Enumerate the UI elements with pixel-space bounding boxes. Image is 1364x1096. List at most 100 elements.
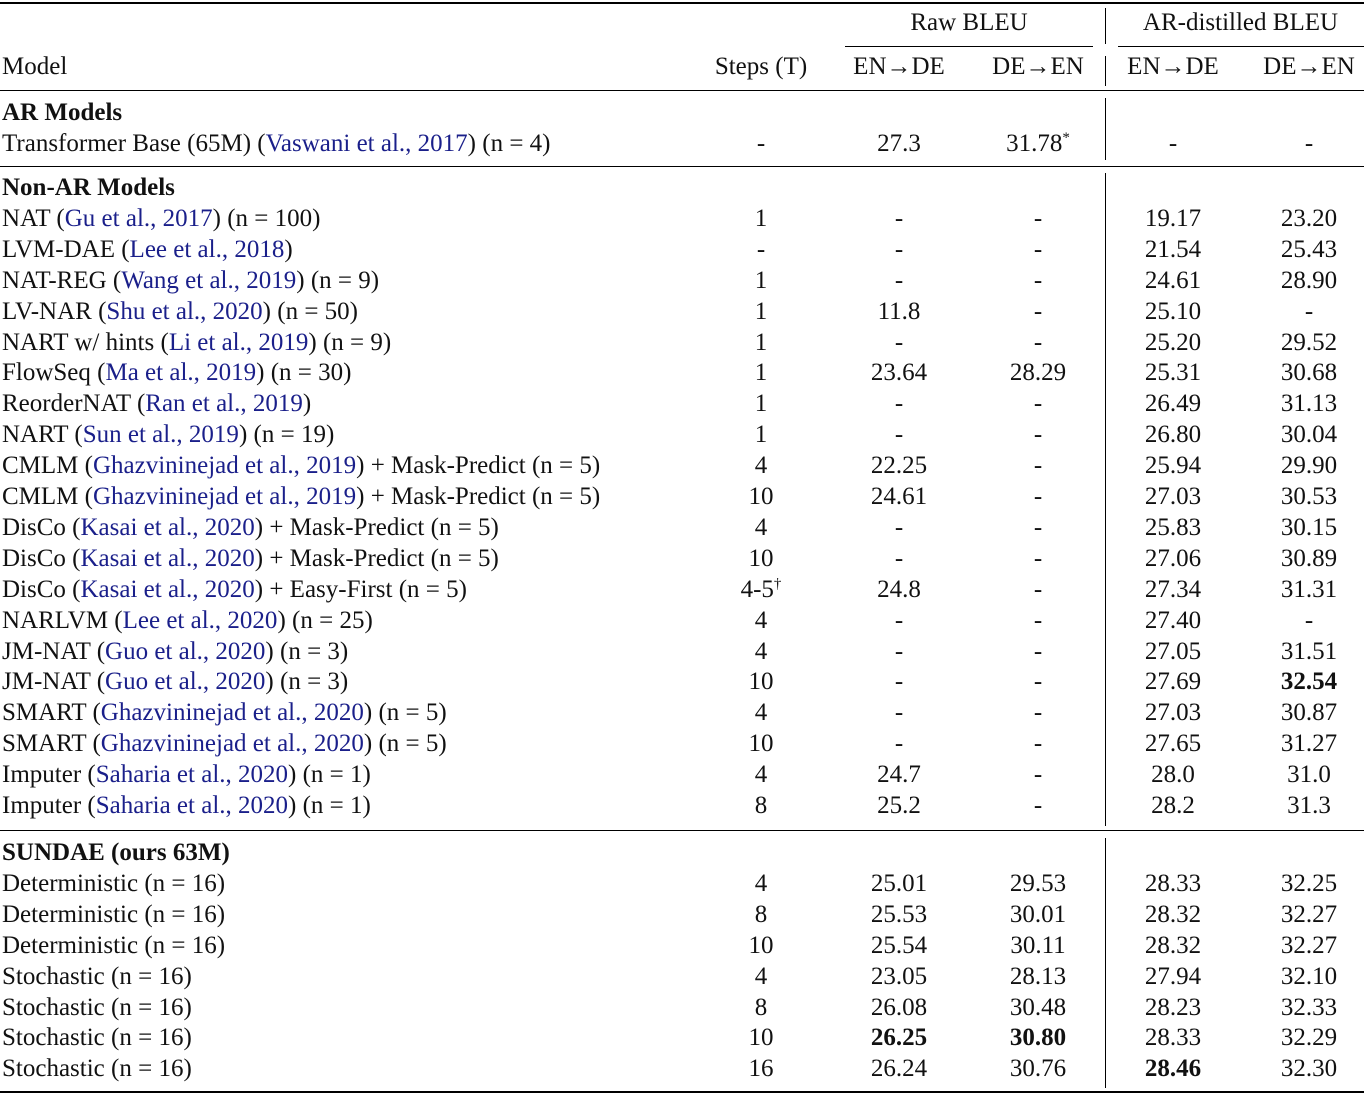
citation-link[interactable]: Sun et al., 2019 — [82, 421, 239, 449]
raw-en-de-cell: 25.2 — [845, 791, 953, 821]
ar-de-en-cell: 29.90 — [1255, 451, 1363, 481]
citation-link[interactable]: Saharia et al., 2020 — [95, 761, 289, 789]
model-name-cell: CMLM (Ghazvininejad et al., 2019) + Mask… — [2, 483, 601, 510]
table-row: DisCo (Kasai et al., 2020) + Mask-Predic… — [0, 544, 1364, 574]
raw-de-en-value: - — [1033, 730, 1043, 758]
model-name-cell: SMART (Ghazvininejad et al., 2020) (n = … — [2, 699, 447, 727]
raw-de-en-value: 30.01 — [1009, 900, 1067, 928]
ar-de-en-cell: 30.89 — [1255, 544, 1363, 574]
steps-value: 10 — [748, 1024, 774, 1052]
citation-link[interactable]: Kasai et al., 2020 — [80, 575, 255, 603]
steps-value: 10 — [748, 730, 774, 758]
ar-en-de-value: 27.40 — [1144, 606, 1202, 634]
ar-de-en-value: 30.04 — [1280, 421, 1338, 449]
steps-cell: 10 — [710, 1023, 812, 1053]
citation-link[interactable]: Saharia et al., 2020 — [95, 792, 289, 819]
steps-value: 10 — [748, 931, 774, 959]
steps-cell: 1 — [710, 297, 812, 327]
raw-en-de-value: - — [894, 730, 904, 758]
raw-en-de-cell: - — [845, 729, 953, 759]
ar-group-rule — [1118, 46, 1364, 47]
ar-de-en-value: - — [1304, 129, 1314, 157]
citation-link[interactable]: Ghazvininejad et al., 2020 — [100, 730, 364, 758]
citation-link[interactable]: Ghazvininejad et al., 2020 — [100, 699, 364, 727]
ar-en-de-cell: 27.65 — [1118, 729, 1228, 759]
sample-count: (n = 1) — [302, 792, 371, 819]
steps-value: 4 — [754, 452, 768, 480]
steps-value: 4 — [754, 513, 768, 541]
raw-en-de-value: - — [894, 328, 904, 356]
decoding-method: + Mask-Predict — [370, 483, 526, 510]
model-name: JM-NAT — [2, 668, 91, 696]
raw-en-de-cell: 23.64 — [845, 358, 953, 388]
citation-link[interactable]: Kasai et al., 2020 — [80, 544, 255, 572]
citation-link[interactable]: Gu et al., 2017 — [64, 204, 213, 232]
ar-en-de-value: 25.31 — [1144, 359, 1202, 387]
raw-de-en-cell: 28.29 — [983, 358, 1093, 388]
citation-link[interactable]: Kasai et al., 2020 — [80, 513, 255, 541]
section-header-row: AR Models — [0, 98, 1364, 128]
raw-en-de-cell: - — [845, 420, 953, 450]
steps-cell: 10 — [710, 544, 812, 574]
ar-en-de-value: - — [1168, 129, 1178, 157]
raw-en-de-value: 24.61 — [870, 483, 928, 510]
citation-link[interactable]: Wang et al., 2019 — [121, 266, 297, 294]
citation-link[interactable]: Guo et al., 2020 — [105, 668, 266, 696]
steps-cell: 10 — [710, 931, 812, 961]
ar-en-de-cell: 28.32 — [1118, 900, 1228, 930]
citation-link[interactable]: Ghazvininejad et al., 2019 — [92, 483, 357, 510]
citation-link[interactable]: Guo et al., 2020 — [105, 637, 266, 665]
raw-de-en-cell: 30.48 — [983, 993, 1093, 1023]
ar-en-de-cell: 27.34 — [1118, 575, 1228, 605]
table-row: Transformer Base (65M) (Vaswani et al., … — [0, 129, 1364, 159]
citation-link[interactable]: Shu et al., 2020 — [106, 297, 263, 325]
table-row: JM-NAT (Guo et al., 2020) (n = 3) 10 - - 27.… — [0, 667, 1364, 697]
ar-de-en-cell: 30.53 — [1255, 482, 1363, 512]
model-name-cell: ReorderNAT (Ran et al., 2019) — [2, 390, 312, 418]
table-row: ReorderNAT (Ran et al., 2019) 1 - - 26.49 31.… — [0, 389, 1364, 419]
ar-en-de-cell: 27.06 — [1118, 544, 1228, 574]
raw-group-rule — [845, 46, 1093, 47]
citation-link[interactable]: Ghazvininejad et al., 2019 — [92, 452, 357, 480]
model-name-cell: Deterministic (n = 16) — [2, 900, 225, 930]
sample-count: (n = 100) — [227, 204, 321, 232]
citation-link[interactable]: Ma et al., 2019 — [105, 359, 257, 387]
steps-cell: 1 — [710, 389, 812, 419]
ar-de-en-cell: 23.20 — [1255, 204, 1363, 234]
model-name-cell: NART (Sun et al., 2019) (n = 19) — [2, 421, 335, 449]
steps-cell: 16 — [710, 1054, 812, 1084]
raw-de-en-value: - — [1033, 297, 1043, 325]
model-name: Stochastic — [2, 962, 105, 990]
raw-en-de-cell: 25.01 — [845, 869, 953, 899]
citation-link[interactable]: Lee et al., 2020 — [122, 606, 278, 634]
ar-en-de-value: 28.32 — [1144, 931, 1202, 959]
citation-link[interactable]: Vaswani et al., 2017 — [265, 129, 468, 157]
table-row: NART w/ hints (Li et al., 2019) (n = 9) 1… — [0, 328, 1364, 358]
model-name-cell: Stochastic (n = 16) — [2, 1054, 192, 1084]
steps-value: 1 — [754, 204, 768, 232]
header-ar-distilled-bleu: AR-distilled BLEU — [1142, 9, 1339, 36]
model-name: NARLVM — [2, 606, 109, 634]
ar-de-en-value: 31.3 — [1287, 792, 1331, 819]
steps-value: 10 — [748, 483, 774, 510]
section-title: SUNDAE (ours 63M) — [2, 839, 230, 866]
raw-en-de-cell: 25.54 — [845, 931, 953, 961]
raw-en-de-value: 26.24 — [870, 1055, 928, 1083]
raw-de-en-value: 28.13 — [1009, 962, 1067, 990]
model-name-cell: DisCo (Kasai et al., 2020) + Mask-Predic… — [2, 513, 499, 541]
ar-en-de-value: 27.03 — [1144, 699, 1202, 727]
citation-link[interactable]: Ran et al., 2019 — [145, 390, 303, 418]
citation-link[interactable]: Li et al., 2019 — [168, 328, 309, 356]
citation-link[interactable]: Lee et al., 2018 — [129, 235, 285, 263]
ar-de-en-value: 29.52 — [1280, 328, 1338, 356]
decoding-method: + Mask-Predict — [269, 513, 425, 541]
ar-de-en-cell: 30.68 — [1255, 358, 1363, 388]
ar-en-de-value: 21.54 — [1144, 235, 1202, 263]
model-name: DisCo — [2, 513, 66, 541]
raw-en-de-cell: 24.61 — [845, 482, 953, 512]
model-name-cell: NAT-REG (Wang et al., 2019) (n = 9) — [2, 266, 380, 294]
decoding-method: + Mask-Predict — [269, 544, 425, 572]
raw-de-en-cell: 30.01 — [983, 900, 1093, 930]
ar-de-en-value: 31.51 — [1280, 637, 1338, 665]
model-name: ReorderNAT — [2, 390, 131, 418]
